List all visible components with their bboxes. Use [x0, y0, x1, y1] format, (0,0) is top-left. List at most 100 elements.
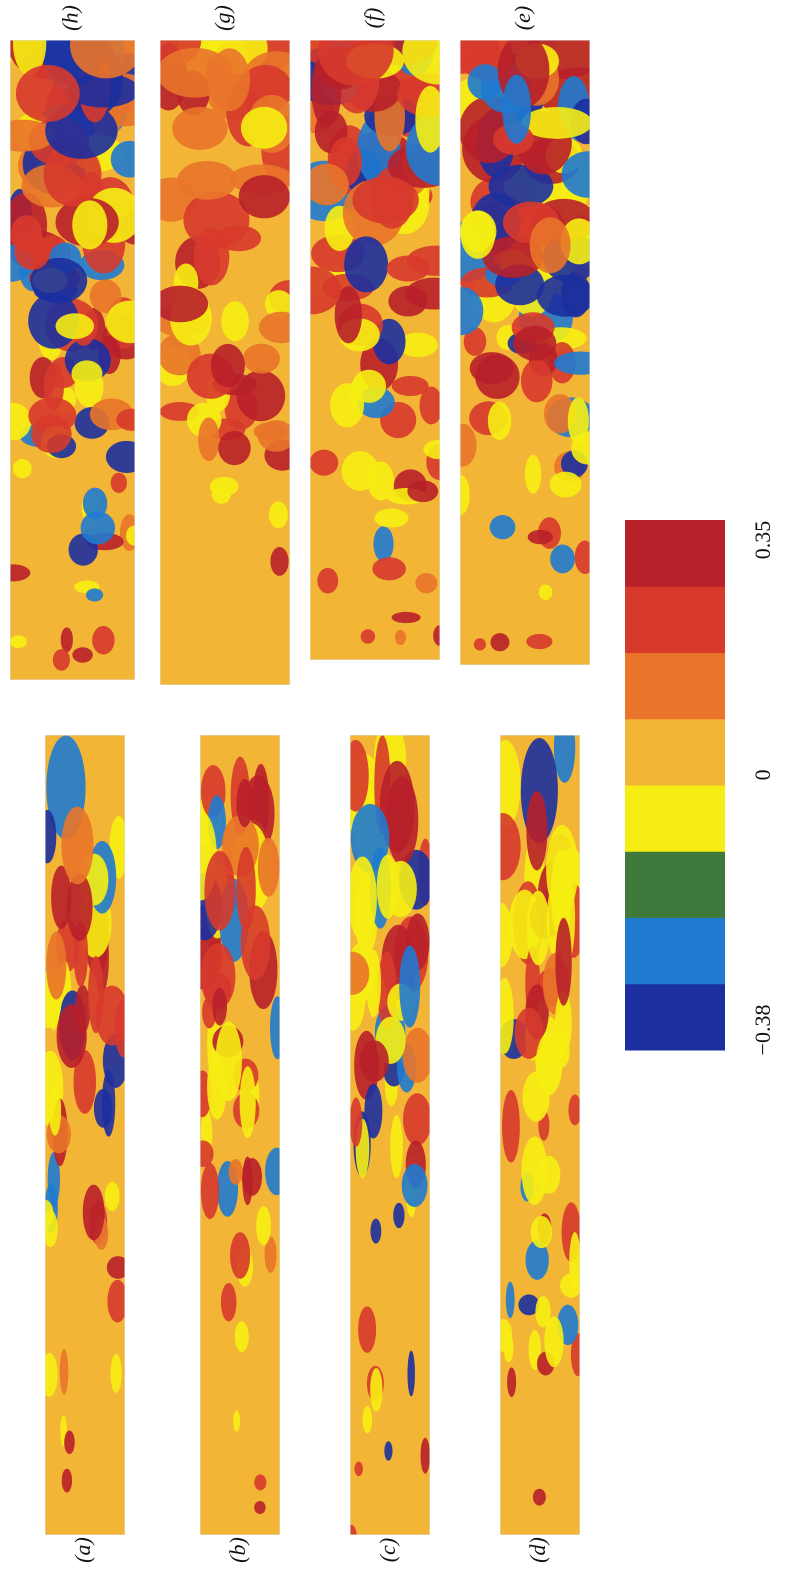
blob: [72, 647, 93, 662]
blob: [116, 409, 148, 431]
blob: [461, 210, 495, 258]
blob: [388, 286, 427, 317]
blob: [233, 1411, 240, 1432]
panel-label: (e): [510, 6, 535, 30]
strip-plot: [186, 735, 289, 1535]
blob: [211, 344, 245, 388]
blob: [46, 932, 66, 1000]
colorbar-band: [625, 586, 725, 653]
figure: (a)(b)(c)(d)(e)(f)(g)(h) −0.3800.35: [0, 0, 794, 1569]
blob: [242, 1158, 262, 1196]
panel-label: (f): [360, 8, 385, 29]
blob: [243, 344, 280, 374]
strip-plot: [334, 721, 433, 1547]
blob: [554, 713, 575, 783]
blob: [72, 200, 107, 249]
blob: [212, 988, 227, 1026]
blob: [568, 397, 589, 445]
blob: [256, 1206, 271, 1245]
strip-plot: [0, 9, 166, 680]
blob: [569, 1232, 580, 1290]
blob: [282, 267, 341, 315]
strip-plot: [282, 16, 475, 660]
blob: [201, 1163, 219, 1219]
colorbar-band: [625, 520, 725, 587]
blob: [49, 1086, 61, 1136]
strip-plot: [35, 735, 132, 1569]
blob: [342, 451, 379, 491]
blob: [415, 573, 437, 593]
blob: [513, 326, 556, 361]
blob: [239, 175, 290, 218]
blob: [61, 627, 73, 652]
blob: [358, 1306, 376, 1352]
blob: [392, 612, 421, 623]
blob: [221, 301, 249, 341]
blob: [354, 1462, 363, 1477]
blob: [83, 1185, 105, 1241]
blob: [521, 1137, 547, 1205]
blob: [38, 810, 56, 863]
blob: [403, 1093, 431, 1145]
blob: [366, 950, 381, 1017]
blob: [521, 359, 553, 402]
blob: [361, 629, 375, 644]
blob: [83, 488, 107, 520]
strip-plot: [430, 19, 617, 665]
blob: [407, 480, 438, 502]
blob: [488, 402, 511, 440]
blob: [555, 918, 571, 1006]
blob: [107, 1256, 129, 1279]
blob: [105, 1182, 120, 1212]
colorbar: −0.3800.35: [625, 520, 775, 1055]
blob: [395, 630, 406, 645]
blob: [235, 1321, 249, 1352]
blob: [204, 851, 235, 931]
blob: [554, 351, 607, 374]
blob: [265, 1148, 288, 1196]
blob: [490, 633, 509, 651]
blob: [106, 441, 148, 473]
panel-label: (h): [58, 5, 83, 31]
blob: [212, 486, 231, 504]
blob: [393, 1203, 404, 1228]
blob: [111, 141, 149, 178]
blob: [305, 164, 349, 206]
blob: [343, 740, 369, 812]
blob: [527, 891, 550, 966]
colorbar-band: [625, 653, 725, 720]
blob: [344, 236, 388, 292]
blob: [370, 1219, 381, 1244]
blob: [92, 626, 115, 654]
blob: [57, 1004, 87, 1068]
blob: [502, 75, 531, 144]
blob: [240, 1066, 256, 1138]
blob: [452, 475, 469, 514]
blob: [544, 1316, 563, 1367]
blob: [402, 1164, 428, 1207]
blob: [53, 649, 70, 671]
blob: [177, 161, 237, 200]
blob: [110, 1354, 121, 1393]
blob: [507, 1367, 516, 1397]
colorbar-band: [625, 719, 725, 786]
blob: [254, 1501, 266, 1514]
colorbar-tick-label: −0.38: [750, 1005, 775, 1056]
blob: [525, 455, 541, 494]
blob: [504, 1333, 514, 1362]
blob: [55, 313, 94, 339]
blob: [106, 301, 156, 344]
blob: [241, 107, 287, 149]
blob: [270, 996, 285, 1059]
blob: [237, 779, 253, 827]
blob: [62, 1469, 72, 1493]
blob: [399, 945, 420, 1027]
blob: [495, 978, 513, 1054]
blob: [198, 417, 219, 461]
blob: [334, 952, 369, 995]
blob: [352, 176, 418, 223]
blob: [71, 360, 102, 387]
blob: [254, 1474, 266, 1490]
blob: [10, 635, 27, 648]
blob: [575, 541, 595, 575]
